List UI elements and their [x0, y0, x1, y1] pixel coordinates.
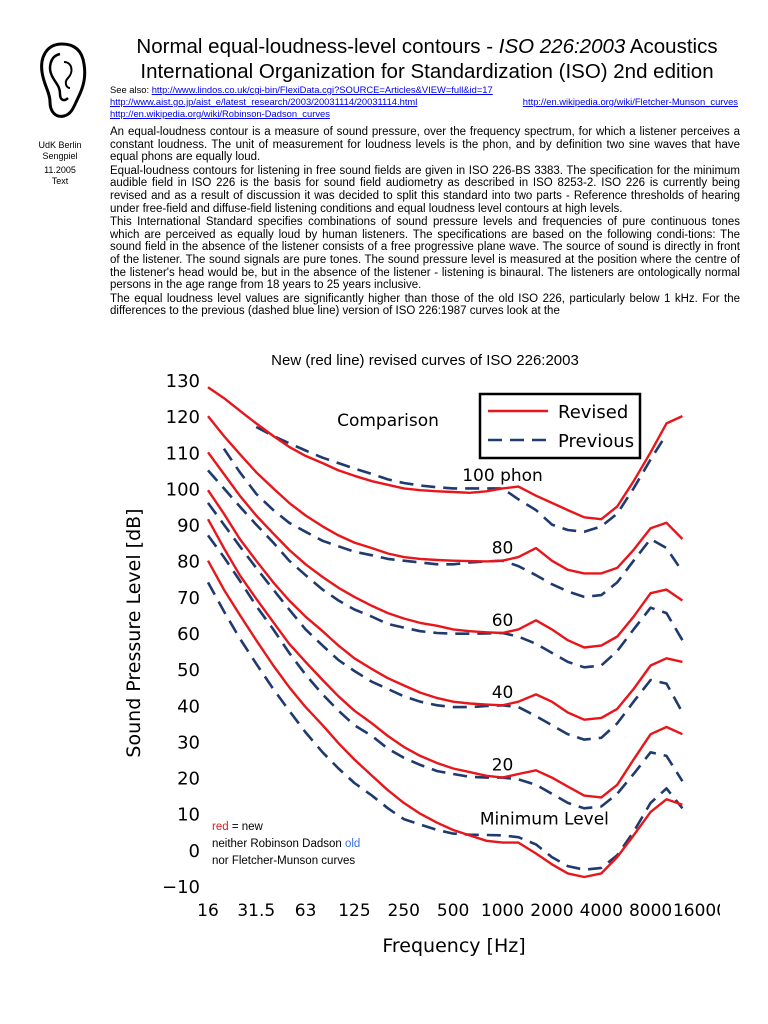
note-line-1-rest: = new	[229, 821, 264, 833]
x-axis-label: Frequency [Hz]	[382, 935, 525, 957]
author-block: UdK Berlin Sengpiel 11.2005 Text	[30, 140, 90, 187]
y-tick-label: 100	[166, 479, 200, 500]
x-tick-label: 16	[197, 901, 219, 921]
link-lindos[interactable]: http://www.lindos.co.uk/cgi-bin/FlexiDat…	[151, 84, 493, 95]
see-also-label: See also:	[110, 84, 150, 95]
link-fletcher-munson[interactable]: http://en.wikipedia.org/wiki/Fletcher-Mu…	[522, 96, 738, 107]
contour-label: 80	[492, 538, 514, 558]
note-old-word: old	[345, 838, 360, 850]
contour-label: 60	[492, 611, 514, 631]
see-also-links: See also: http://www.lindos.co.uk/cgi-bi…	[110, 84, 738, 120]
paragraph-1: An equal-loudness contour is a measure o…	[110, 126, 740, 164]
title-line-2: International Organization for Standardi…	[140, 60, 714, 83]
revised-curve-0	[206, 560, 683, 879]
x-tick-label: 125	[338, 901, 370, 921]
note-red-word: red	[212, 821, 229, 833]
link-robinson-dadson[interactable]: http://en.wikipedia.org/wiki/Robinson-Da…	[110, 108, 330, 119]
y-tick-label: 20	[177, 769, 200, 790]
y-tick-label: −10	[162, 877, 200, 898]
page-title: Normal equal-loudness-level contours - I…	[110, 34, 744, 84]
comparison-annotation: Comparison	[337, 411, 439, 431]
y-tick-label: 90	[177, 516, 200, 537]
y-tick-label: 60	[177, 624, 200, 645]
x-tick-label: 63	[295, 901, 317, 921]
note-line-2: neither Robinson Dadson old	[212, 838, 360, 850]
note-line-2-text: neither Robinson Dadson	[212, 838, 345, 850]
y-tick-label: 120	[166, 407, 200, 428]
title-part-b: Acoustics	[625, 35, 718, 58]
y-tick-label: 70	[177, 588, 200, 609]
x-tick-label: 4000	[580, 901, 623, 921]
paragraph-4: The equal loudness level values are sign…	[110, 292, 740, 318]
revised-curve-40	[207, 489, 683, 721]
y-tick-label: 10	[177, 805, 200, 826]
x-tick-label: 2000	[530, 901, 573, 921]
title-standard: ISO 226:2003	[498, 35, 626, 58]
legend-revised-label: Revised	[558, 402, 628, 423]
revised-curve-60	[207, 451, 684, 649]
y-tick-label: 30	[177, 732, 200, 753]
ear-logo-icon	[40, 42, 87, 118]
previous-curve-80	[222, 447, 684, 599]
x-tick-label: 250	[388, 901, 420, 921]
y-tick-label: 40	[177, 696, 200, 717]
legend-box	[478, 392, 642, 460]
revised-curve-20	[206, 518, 683, 799]
previous-curve-60	[207, 469, 684, 669]
previous-curve-40	[206, 502, 684, 741]
contour-label: 40	[492, 683, 514, 703]
y-axis-label: Sound Pressure Level [dB]	[123, 508, 145, 757]
revised-curve-80	[207, 415, 684, 575]
institution: UdK Berlin	[38, 140, 82, 150]
title-part-a: Normal equal-loudness-level contours -	[136, 35, 499, 58]
x-tick-label: 1000	[481, 901, 524, 921]
chart-title: New (red line) revised curves of ISO 226…	[271, 352, 579, 369]
previous-curve-20	[206, 534, 684, 810]
note-line-1: red = new	[212, 821, 264, 833]
y-tick-label: 0	[189, 841, 200, 862]
paragraph-3: This International Standard specifies co…	[110, 216, 740, 292]
x-tick-label: 500	[437, 901, 469, 921]
note-line-3: nor Fletcher-Munson curves	[212, 855, 355, 867]
contour-label: 100 phon	[462, 466, 543, 486]
doc-type: Text	[51, 176, 69, 186]
y-tick-label: 50	[177, 660, 200, 681]
y-tick-label: 80	[177, 552, 200, 573]
previous-curve-100	[255, 425, 668, 534]
link-aist[interactable]: http://www.aist.go.jp/aist_e/latest_rese…	[110, 96, 418, 107]
revised-curve-100	[207, 386, 683, 521]
x-tick-label: 16000	[673, 901, 720, 921]
y-tick-label: 110	[166, 443, 200, 464]
contour-label: Minimum Level	[480, 810, 609, 830]
author-name: Sengpiel	[42, 151, 78, 161]
x-tick-label: 31.5	[237, 901, 275, 921]
date: 11.2005	[44, 165, 76, 175]
previous-curve-0	[206, 581, 684, 871]
legend-previous-label: Previous	[558, 431, 634, 452]
y-tick-label: 130	[166, 371, 200, 392]
body-text: An equal-loudness contour is a measure o…	[110, 126, 740, 319]
paragraph-2: Equal-loudness contours for listening in…	[110, 164, 740, 215]
x-tick-label: 8000	[629, 901, 672, 921]
contour-label: 20	[492, 755, 514, 775]
